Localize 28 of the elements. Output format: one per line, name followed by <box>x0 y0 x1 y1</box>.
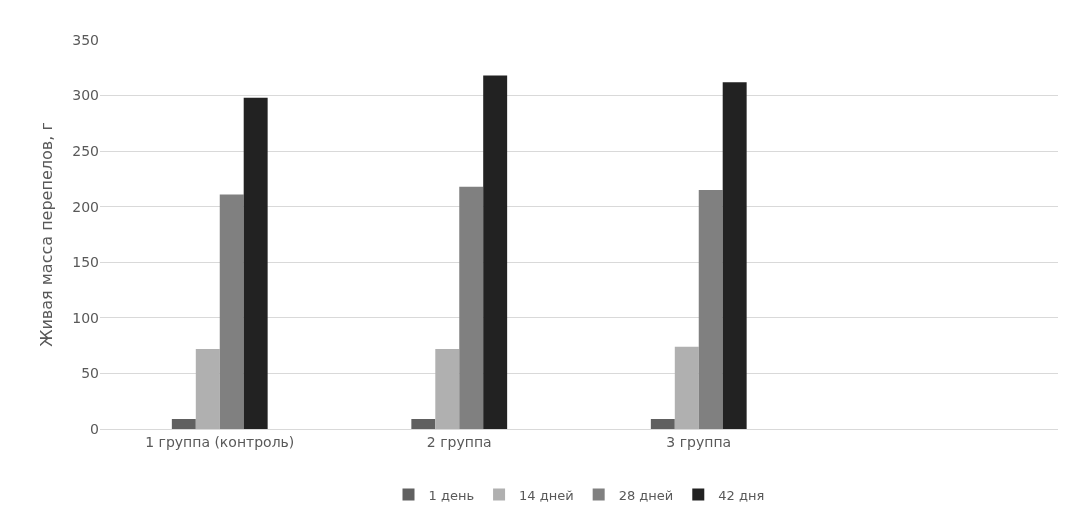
bar <box>722 82 747 429</box>
legend-label: 42 дня <box>718 487 765 503</box>
bar <box>459 186 484 429</box>
bar <box>674 346 699 429</box>
bar <box>698 190 723 429</box>
bar <box>411 419 436 429</box>
bar <box>195 348 220 429</box>
legend-label: 14 дней <box>519 487 574 503</box>
bar <box>650 419 675 429</box>
y-tick-label: 50 <box>81 365 99 382</box>
x-tick-label: 1 группа (контроль) <box>145 433 295 450</box>
y-tick-label: 100 <box>72 309 99 326</box>
x-tick-label: 3 группа <box>666 433 732 450</box>
y-axis-title: Живая масса перепелов, г <box>37 122 57 347</box>
x-tick-label: 2 группа <box>426 433 492 450</box>
y-tick-label: 150 <box>72 254 99 271</box>
bar <box>483 75 508 429</box>
bar <box>435 348 460 429</box>
y-tick-label: 200 <box>72 198 99 215</box>
y-tick-label: 300 <box>72 87 99 104</box>
bar <box>243 97 268 429</box>
legend-label: 1 день <box>428 487 475 503</box>
bar <box>171 419 196 429</box>
legend-label: 28 дней <box>618 487 674 503</box>
bar <box>219 194 244 429</box>
y-tick-label: 0 <box>90 420 99 437</box>
y-tick-label: 250 <box>72 143 99 160</box>
y-tick-label: 350 <box>72 31 99 48</box>
